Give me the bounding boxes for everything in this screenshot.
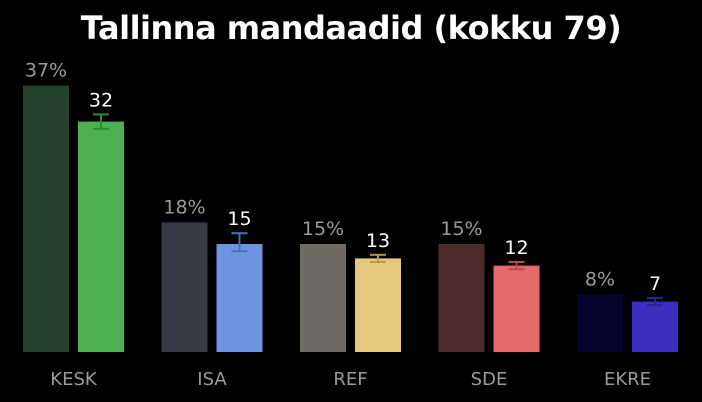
bar-seats-ref (355, 258, 401, 352)
bar-seats-sde (493, 265, 540, 352)
label-seats-ekre: 7 (649, 273, 661, 295)
bar-pct-sde (438, 244, 485, 352)
category-label-kesk: KESK (50, 369, 98, 390)
errorbar-ekre (647, 297, 663, 307)
label-seats-isa: 15 (227, 208, 251, 230)
chart-title: Tallinna mandaadid (kokku 79) (80, 9, 622, 47)
bar-seats-kesk (78, 121, 124, 352)
label-seats-ref: 13 (366, 230, 390, 252)
category-label-sde: SDE (471, 369, 508, 390)
label-pct-kesk: 37% (25, 60, 67, 82)
bar-seats-isa (216, 244, 263, 352)
bar-seats-ekre (632, 301, 678, 352)
label-pct-sde: 15% (440, 218, 482, 240)
errorbar-kesk (93, 113, 109, 130)
category-label-ekre: EKRE (604, 369, 651, 390)
label-seats-kesk: 32 (89, 89, 113, 111)
errorbar-isa (231, 232, 248, 253)
errorbar-sde (508, 261, 525, 271)
category-label-ref: REF (333, 369, 367, 390)
label-pct-isa: 18% (163, 196, 205, 218)
label-seats-sde: 12 (504, 237, 528, 259)
bar-pct-kesk (23, 85, 69, 352)
bar-pct-ref (300, 244, 346, 352)
bar-pct-ekre (577, 294, 623, 352)
label-pct-ref: 15% (302, 218, 344, 240)
label-pct-ekre: 8% (585, 268, 615, 290)
bar-pct-isa (161, 222, 208, 352)
errorbar-ref (370, 253, 386, 263)
category-label-isa: ISA (197, 369, 227, 390)
